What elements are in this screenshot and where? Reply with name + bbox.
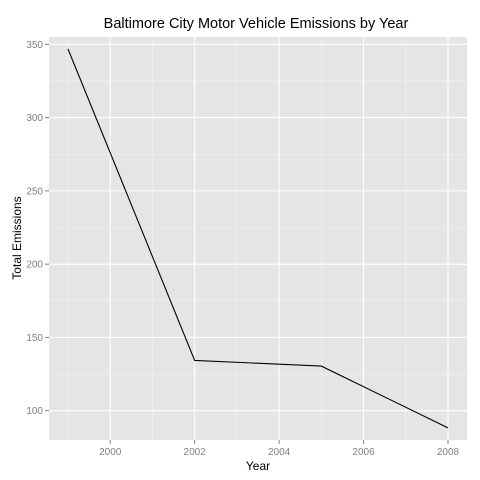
y-tick-label: 200: [26, 260, 43, 271]
x-tick-label: 2008: [437, 447, 460, 458]
y-tick-label: 250: [26, 186, 43, 197]
x-axis: 2000 2002 2004 2006 2008: [99, 440, 460, 458]
chart-title: Baltimore City Motor Vehicle Emissions b…: [104, 16, 409, 32]
x-tick-label: 2004: [268, 447, 291, 458]
y-tick-label: 150: [26, 333, 43, 344]
x-tick-label: 2002: [184, 447, 207, 458]
series-line: [67, 48, 449, 429]
y-axis-title: Total Emissions: [10, 196, 24, 279]
series-layer: [67, 48, 449, 429]
plot-panel: [49, 37, 467, 440]
y-axis: 100 150 200 250 300 350: [26, 40, 49, 417]
x-tick-label: 2000: [99, 447, 122, 458]
x-axis-title: Year: [246, 459, 270, 473]
y-tick-label: 300: [26, 113, 43, 124]
minor-gridlines: [49, 37, 467, 440]
x-tick-label: 2006: [352, 447, 375, 458]
major-gridlines: [49, 37, 467, 440]
y-tick-label: 100: [26, 406, 43, 417]
y-tick-label: 350: [26, 40, 43, 51]
